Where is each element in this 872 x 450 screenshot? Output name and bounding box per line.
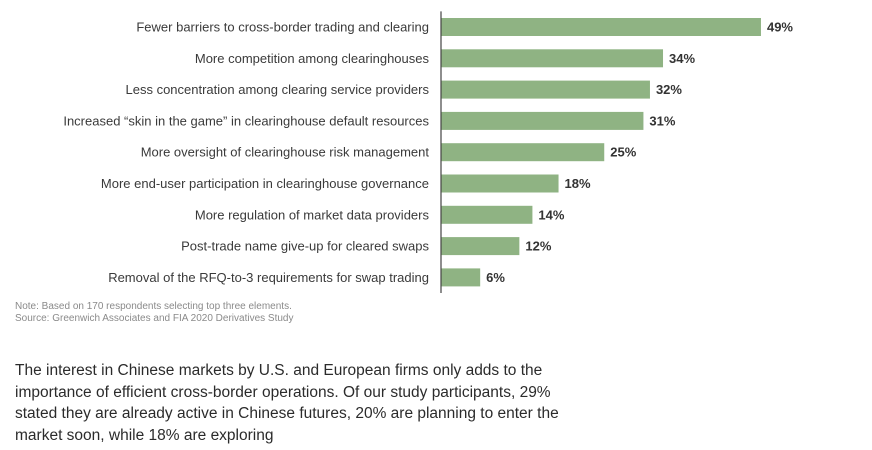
bar xyxy=(441,49,664,68)
category-label: Fewer barriers to cross-border trading a… xyxy=(136,20,429,35)
source-line: Source: Greenwich Associates and FIA 202… xyxy=(15,313,294,324)
chart-note: Note: Based on 170 respondents selecting… xyxy=(15,301,293,325)
bar xyxy=(441,111,644,130)
bar xyxy=(441,174,559,193)
note-line: Note: Based on 170 respondents selecting… xyxy=(15,301,292,312)
category-label: More competition among clearinghouses xyxy=(195,51,430,66)
value-label: 31% xyxy=(649,113,675,128)
value-label: 34% xyxy=(669,51,695,66)
bar xyxy=(441,237,520,256)
bar xyxy=(441,143,605,162)
category-label: Removal of the RFQ-to-3 requirements for… xyxy=(108,270,429,285)
bar xyxy=(441,18,761,36)
category-label: More end-user participation in clearingh… xyxy=(101,176,429,191)
category-label: More regulation of market data providers xyxy=(195,207,430,222)
category-label: Less concentration among clearing servic… xyxy=(126,82,430,97)
bar-chart: Fewer barriers to cross-border trading a… xyxy=(63,11,793,294)
category-label: Increased “skin in the game” in clearing… xyxy=(63,113,429,128)
value-label: 18% xyxy=(565,176,591,191)
value-label: 6% xyxy=(486,270,505,285)
category-label: More oversight of clearinghouse risk man… xyxy=(141,145,430,160)
value-label: 32% xyxy=(656,82,682,97)
body-paragraph: The interest in Chinese markets by U.S. … xyxy=(15,362,559,444)
value-label: 25% xyxy=(610,145,636,160)
bar xyxy=(441,205,533,224)
bar xyxy=(441,268,481,287)
bar xyxy=(441,80,650,99)
value-label: 49% xyxy=(767,20,793,35)
value-label: 14% xyxy=(538,207,564,222)
value-label: 12% xyxy=(525,239,551,254)
category-label: Post-trade name give-up for cleared swap… xyxy=(181,239,429,254)
